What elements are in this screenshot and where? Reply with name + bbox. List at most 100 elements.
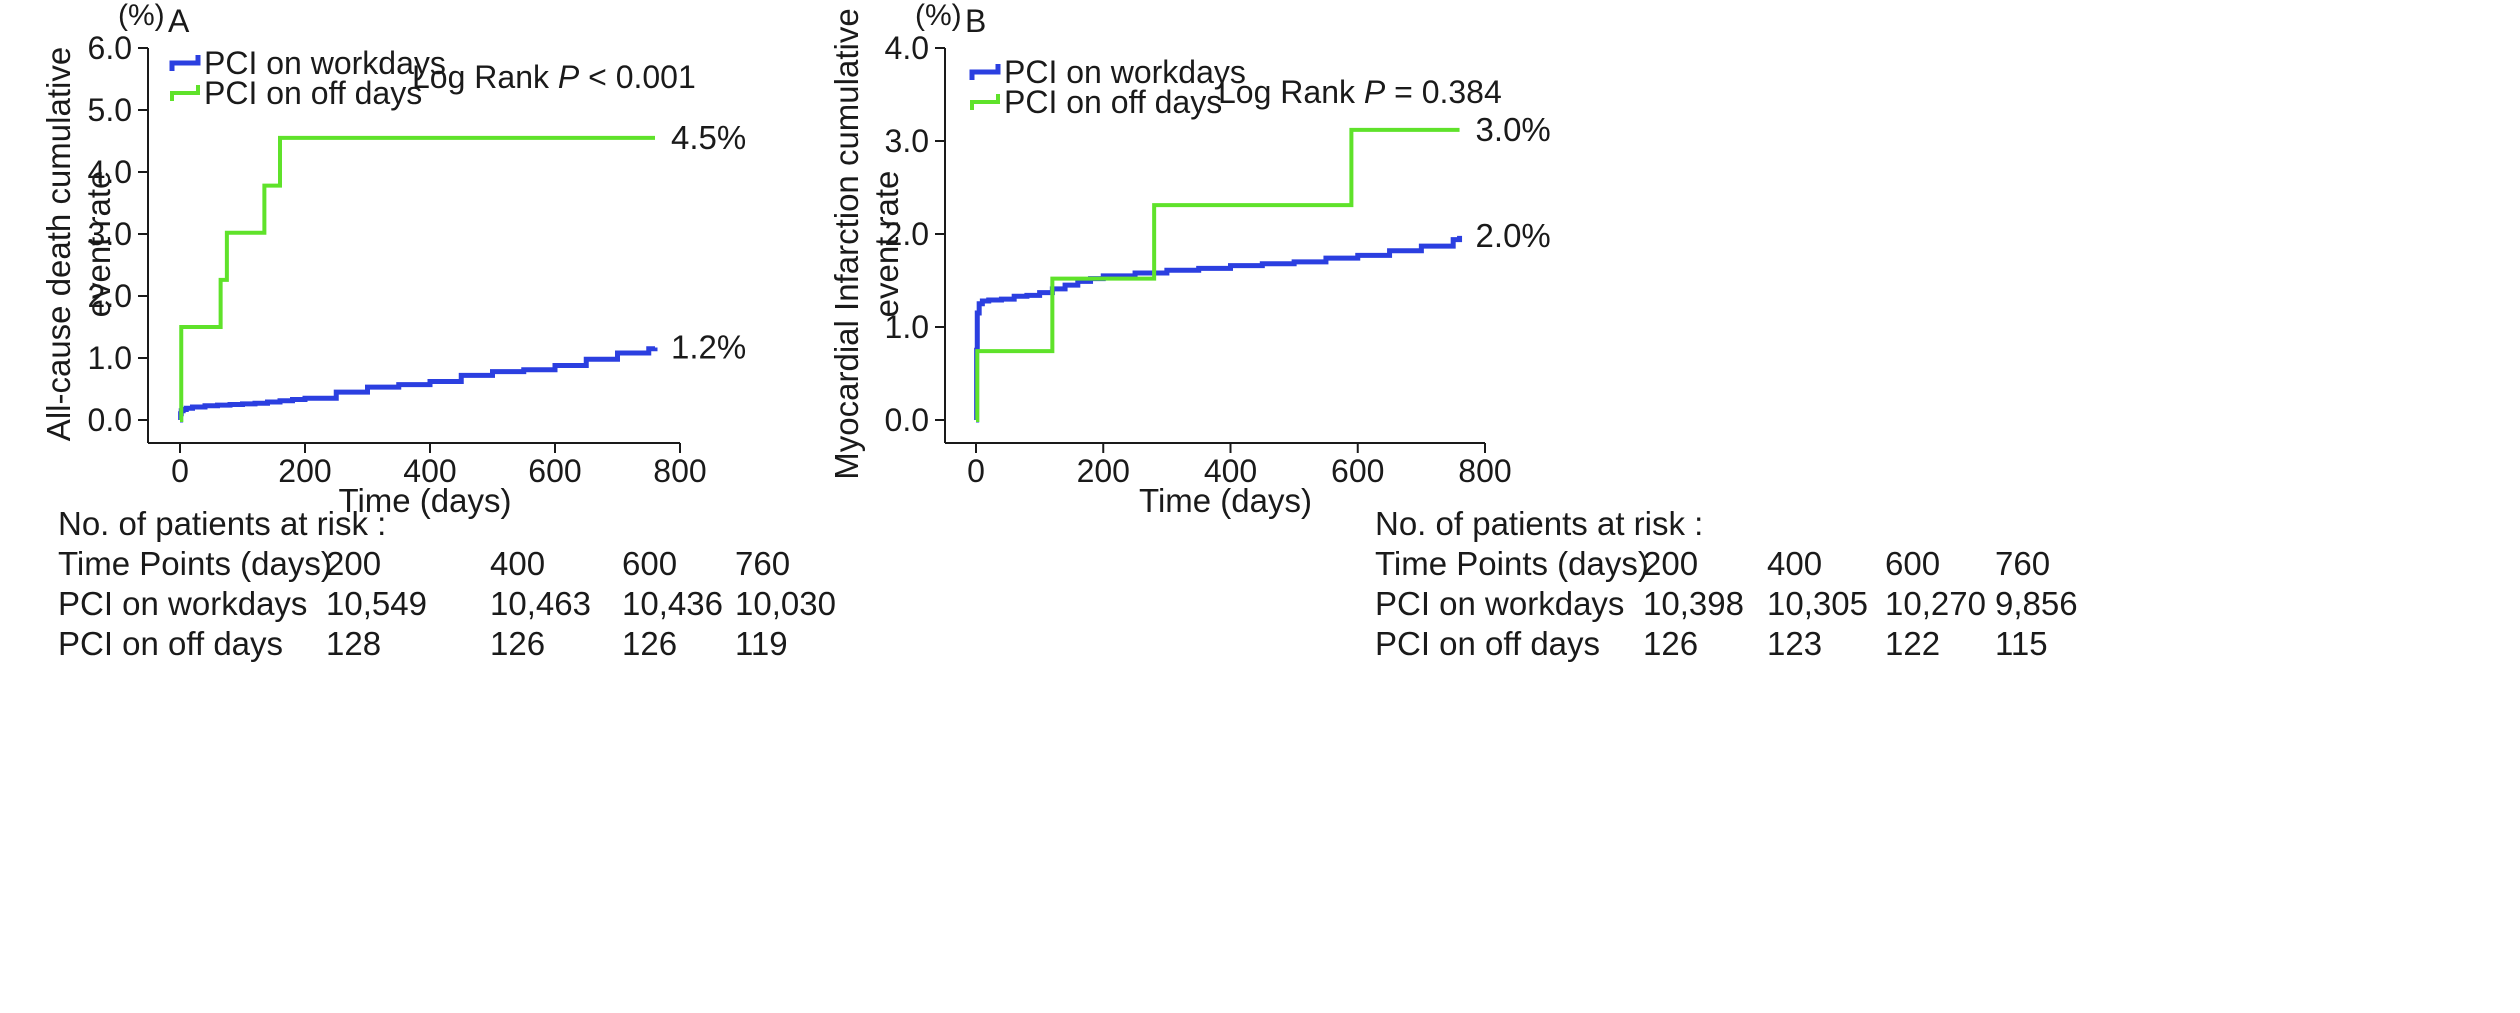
legend-label-offdays: PCI on off days	[1004, 84, 1222, 120]
y-axis-title-line: event rate	[80, 171, 117, 318]
risk-table-b: No. of patients at risk : Time Points (d…	[1375, 504, 2515, 664]
risk-cell: 122	[1885, 625, 1941, 662]
risk-row-label: PCI on workdays	[1375, 585, 1625, 622]
y-axis-title: All-cause death cumulativeevent rate	[40, 47, 117, 441]
x-axis-title: Time (days)	[1139, 482, 1312, 519]
series-line-workdays	[178, 346, 658, 423]
risk-cell: 760	[1995, 545, 2051, 582]
y-tick-label: 4.0	[88, 154, 132, 190]
legend-swatch-offdays	[970, 94, 1000, 110]
y-axis-title-line: event rate	[868, 171, 905, 318]
series-line-offdays	[179, 135, 655, 422]
risk-table-title: No. of patients at risk :	[1375, 505, 1704, 542]
risk-cell: 10,398	[1643, 585, 1744, 622]
risk-cell: 115	[1995, 625, 2048, 662]
logrank-text: Log Rank	[412, 59, 558, 95]
x-tick-label: 200	[1077, 453, 1130, 489]
x-tick-label: 0	[171, 453, 189, 489]
x-tick-label: 800	[653, 453, 706, 489]
risk-cell: 600	[622, 545, 678, 582]
logrank-annotation: Log Rank P < 0.001	[412, 59, 696, 95]
y-axis-title-line: Myocardial Infarction cumulative	[828, 8, 865, 479]
risk-cell: 200	[326, 545, 382, 582]
logrank-p: P	[1364, 74, 1386, 110]
risk-row-workdays: PCI on workdays 10,549 10,463 10,436 10,…	[58, 584, 1238, 624]
logrank-annotation: Log Rank P = 0.384	[1218, 74, 1502, 110]
risk-cell: 10,030	[735, 585, 836, 622]
risk-cell: 123	[1767, 625, 1823, 662]
risk-row-label: Time Points (days)	[58, 545, 332, 582]
y-tick-label: 3.0	[885, 123, 929, 159]
y-tick-label: 1.0	[885, 309, 929, 345]
risk-cell: 126	[1643, 625, 1699, 662]
risk-cell: 10,305	[1767, 585, 1868, 622]
y-axis-title-line: All-cause death cumulative	[40, 47, 77, 441]
x-tick-label: 400	[403, 453, 456, 489]
risk-cell: 400	[1767, 545, 1823, 582]
y-tick-label: 2.0	[885, 216, 929, 252]
x-tick-label: 400	[1204, 453, 1257, 489]
panel-a: 0.0 1.0 2.0 3.0 4.0 5.0 6.0 0 200 400 600 800 Time (…	[40, 0, 1238, 664]
end-label-workdays: 1.2%	[671, 328, 746, 365]
logrank-p: P	[558, 59, 580, 95]
chart-b: 0.0 1.0 2.0 3.0 4.0 0 200 400 600 800 Time (days) M…	[828, 0, 1551, 519]
risk-cell: 128	[326, 625, 382, 662]
logrank-text: Log Rank	[1218, 74, 1364, 110]
logrank-value: < 0.001	[579, 59, 696, 95]
panel-b: 0.0 1.0 2.0 3.0 4.0 0 200 400 600 800 Time (days) M…	[828, 0, 2520, 1013]
risk-cell: 119	[735, 625, 788, 662]
risk-cell: 126	[490, 625, 546, 662]
end-label-workdays: 2.0%	[1476, 217, 1551, 254]
x-tick-label: 0	[967, 453, 985, 489]
risk-row-workdays: PCI on workdays 10,398 10,305 10,270 9,8…	[1375, 584, 2515, 624]
y-axis-title: Myocardial Infarction cumulativeevent ra…	[828, 8, 905, 479]
risk-row-offdays: PCI on off days 128 126 126 119	[58, 624, 1238, 664]
y-unit-label: (%)	[118, 0, 165, 32]
y-tick-label: 3.0	[88, 216, 132, 252]
risk-row-timepoints: Time Points (days) 200 400 600 760	[58, 544, 1238, 584]
y-tick-label: 4.0	[885, 30, 929, 66]
y-tick-label: 2.0	[88, 278, 132, 314]
risk-cell: 126	[622, 625, 678, 662]
risk-row-offdays: PCI on off days 126 123 122 115	[1375, 624, 2515, 664]
risk-row-label: Time Points (days)	[1375, 545, 1649, 582]
end-label-offdays: 3.0%	[1476, 111, 1551, 148]
risk-row-timepoints: Time Points (days) 200 400 600 760	[1375, 544, 2515, 584]
risk-row-label: PCI on off days	[1375, 625, 1601, 662]
logrank-value: = 0.384	[1385, 74, 1502, 110]
x-axis-title: Time (days)	[339, 482, 512, 519]
x-tick-label: 600	[528, 453, 581, 489]
risk-cell: 10,463	[490, 585, 591, 622]
risk-cell: 760	[735, 545, 791, 582]
x-tick-label: 200	[278, 453, 331, 489]
legend-label-workdays: PCI on workdays	[1004, 54, 1246, 90]
y-tick-label: 5.0	[88, 92, 132, 128]
legend-label-offdays: PCI on off days	[204, 75, 422, 111]
x-tick-label: 600	[1331, 453, 1384, 489]
y-tick-label: 6.0	[88, 30, 132, 66]
legend-swatch-workdays	[969, 64, 1001, 80]
y-unit-label: (%)	[915, 0, 962, 32]
end-label-offdays: 4.5%	[671, 119, 746, 156]
risk-table-title: No. of patients at risk :	[58, 505, 387, 542]
x-tick-label: 800	[1458, 453, 1511, 489]
risk-cell: 10,436	[622, 585, 723, 622]
risk-cell: 200	[1643, 545, 1699, 582]
series-line-workdays	[974, 235, 1463, 423]
chart-a: 0.0 1.0 2.0 3.0 4.0 5.0 6.0 0 200 400 600 800 Time (…	[40, 0, 746, 519]
y-tick-label: 1.0	[88, 340, 132, 376]
risk-row-label: PCI on workdays	[58, 585, 308, 622]
risk-cell: 9,856	[1995, 585, 2078, 622]
legend-swatch-offdays	[170, 85, 200, 101]
series-line-offdays	[975, 127, 1460, 422]
y-tick-label: 0.0	[88, 402, 132, 438]
legend-label-workdays: PCI on workdays	[204, 45, 446, 81]
risk-row-label: PCI on off days	[58, 625, 284, 662]
risk-cell: 600	[1885, 545, 1941, 582]
risk-cell: 400	[490, 545, 546, 582]
risk-cell: 10,270	[1885, 585, 1986, 622]
legend-swatch-workdays	[169, 55, 201, 71]
panel-letter: B	[965, 3, 986, 39]
y-tick-label: 0.0	[885, 402, 929, 438]
risk-table-a: No. of patients at risk : Time Points (d…	[58, 504, 1238, 664]
